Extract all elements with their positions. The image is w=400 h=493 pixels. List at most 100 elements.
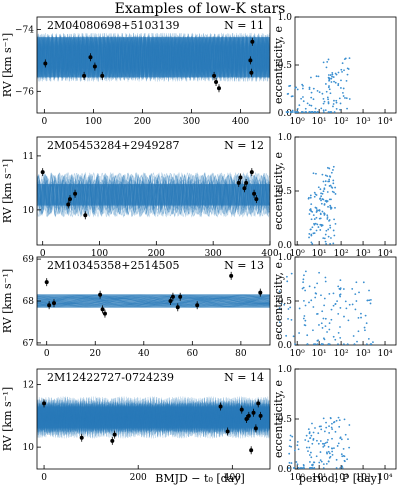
ecc-sample-point xyxy=(319,217,322,220)
ecc-sample-point xyxy=(289,306,292,309)
ecc-sample-point xyxy=(324,233,327,236)
rv-model-sample xyxy=(37,42,270,72)
ecc-sample-point xyxy=(290,462,293,464)
ecc-sample-point xyxy=(320,202,323,205)
ecc-y-tick-label: 0.0 xyxy=(278,465,293,475)
ecc-sample-point xyxy=(304,304,307,307)
ecc-sample-point xyxy=(328,185,331,187)
rv-panel-1: 0 100 200 300 400 −74 −76 2M04080698+5103139 N =… xyxy=(1,16,271,127)
ecc-sample-point xyxy=(347,438,349,440)
rv-model-sample xyxy=(37,297,270,305)
ecc-sample-point xyxy=(320,428,323,431)
ecc-sample-point xyxy=(291,109,294,112)
ecc-sample-point xyxy=(319,197,322,200)
ecc-sample-point xyxy=(327,235,330,238)
ecc-sample-point xyxy=(332,242,335,245)
ecc-sample-point xyxy=(330,77,333,80)
rv-model-sample xyxy=(37,296,270,306)
ecc-sample-point xyxy=(364,329,366,332)
rv-model-sample xyxy=(37,174,270,216)
ecc-sample-point xyxy=(348,424,351,426)
ecc-sample-point xyxy=(302,281,305,284)
ecc-sample-point xyxy=(330,207,333,209)
ecc-y-tick-label: 1.0 xyxy=(278,365,293,375)
ecc-sample-point xyxy=(322,317,325,320)
ecc-sample-point xyxy=(321,192,324,195)
ecc-sample-point xyxy=(326,200,329,202)
ecc-sample-point xyxy=(311,422,313,425)
ecc-sample-point xyxy=(323,430,326,433)
ecc-sample-point xyxy=(310,299,313,302)
ecc-sample-point xyxy=(317,339,320,342)
ecc-sample-point xyxy=(323,237,326,240)
ecc-sample-point xyxy=(322,463,325,465)
ecc-sample-point xyxy=(345,79,348,82)
y-tick-label: −76 xyxy=(15,87,34,97)
ecc-sample-point xyxy=(312,98,315,101)
ecc-x-tick-label: 10³ xyxy=(356,349,371,359)
ecc-sample-point xyxy=(305,446,308,449)
x-tick-label: 100 xyxy=(91,249,108,259)
rv-model-sample xyxy=(37,44,270,71)
ecc-sample-point xyxy=(331,450,334,453)
ecc-sample-point xyxy=(287,308,290,310)
ecc-x-tick-label: 10⁴ xyxy=(377,473,392,483)
ecc-sample-point xyxy=(316,282,319,285)
ecc-sample-point xyxy=(312,461,315,464)
ecc-y-tick-label: 0.5 xyxy=(278,297,293,307)
rv-data-point xyxy=(79,435,84,440)
ecc-sample-point xyxy=(301,83,304,86)
ecc-sample-point xyxy=(333,234,336,237)
ecc-sample-point xyxy=(320,192,322,195)
rv-model-sample xyxy=(37,294,270,308)
ecc-sample-point xyxy=(327,180,330,183)
ecc-sample-point xyxy=(346,67,349,70)
ecc-sample-point xyxy=(324,317,327,320)
ecc-sample-point xyxy=(298,307,301,310)
ecc-sample-point xyxy=(302,278,305,281)
rv-model-sample xyxy=(37,45,270,69)
ecc-sample-point xyxy=(287,92,290,95)
rv-data-point xyxy=(82,73,87,78)
ecc-sample-point xyxy=(308,86,311,89)
ecc-sample-point xyxy=(319,188,322,191)
ecc-sample-point xyxy=(309,111,311,113)
rv-model-sample xyxy=(37,176,270,213)
ecc-sample-point xyxy=(291,111,294,113)
ecc-sample-point xyxy=(328,167,331,170)
rv-model-sample xyxy=(37,297,270,305)
ecc-sample-point xyxy=(293,449,296,452)
ecc-sample-point xyxy=(329,224,332,227)
ecc-sample-point xyxy=(317,186,320,189)
ecc-y-tick-label: 0.0 xyxy=(278,341,293,351)
rv-model-sample xyxy=(37,36,270,79)
ecc-sample-point xyxy=(324,174,327,177)
ecc-sample-point xyxy=(298,332,300,334)
ecc-sample-point xyxy=(331,71,334,74)
ecc-sample-point xyxy=(336,300,338,303)
rv-ylabel: RV [km s⁻¹] xyxy=(1,33,14,97)
ecc-sample-point xyxy=(314,292,317,295)
ecc-sample-point xyxy=(321,210,324,213)
ecc-sample-point xyxy=(343,455,346,458)
rv-model-sample xyxy=(37,295,270,307)
y-tick-label: 67 xyxy=(23,339,35,349)
rv-model-band xyxy=(37,32,270,82)
ecc-sample-point xyxy=(315,211,318,213)
rv-model-sample xyxy=(37,404,270,431)
y-tick-label: 10 xyxy=(23,443,35,453)
ecc-sample-point xyxy=(297,448,300,451)
ecc-sample-point xyxy=(364,314,367,317)
ecc-sample-point xyxy=(326,166,329,169)
rv-model-sample xyxy=(37,297,270,305)
ecc-sample-point xyxy=(334,222,337,225)
rv-data-point xyxy=(73,191,78,196)
ecc-sample-point xyxy=(342,343,345,346)
ecc-sample-point xyxy=(319,229,322,231)
ecc-sample-point xyxy=(317,432,320,435)
ecc-y-tick-label: 0.5 xyxy=(278,187,293,197)
ecc-sample-point xyxy=(369,302,372,305)
ecc-sample-point xyxy=(325,462,328,465)
rv-data-point xyxy=(110,438,115,443)
ecc-sample-point xyxy=(348,303,351,306)
